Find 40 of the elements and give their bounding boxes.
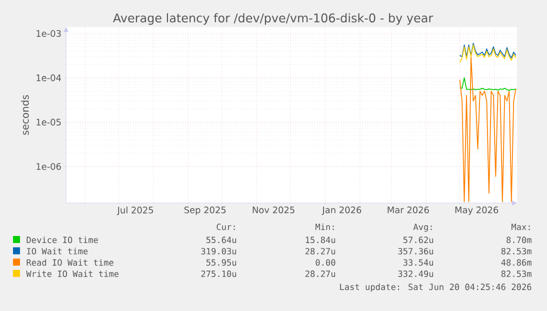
- y-tick-label: 1e-04: [36, 74, 61, 82]
- legend-label: IO Wait time: [27, 248, 88, 254]
- text: 0.00: [316, 259, 336, 266]
- legend-label: Device IO time: [26, 236, 98, 244]
- legend-label: Read IO Wait time: [26, 259, 114, 266]
- text: 55.64u: [206, 236, 236, 244]
- text: Min:: [316, 224, 334, 230]
- text: Avg:: [413, 224, 432, 232]
- x-tick-label: Sep 2025: [184, 206, 226, 216]
- legend-label: Write IO Wait time: [26, 270, 119, 278]
- text: 8.70m: [506, 236, 532, 244]
- text: Last update: Sat Jun 20 04:25:46 2026: [340, 284, 532, 292]
- text: 28.27u: [305, 270, 336, 278]
- line-series: [459, 44, 516, 64]
- x-tick-label: Jul 2025: [116, 206, 154, 216]
- x-tick-label: May 2026: [455, 206, 498, 216]
- text: 82.53m: [501, 270, 532, 278]
- text: Max:: [512, 224, 530, 230]
- text: 48.86m: [501, 259, 532, 266]
- text: 357.36u: [398, 248, 434, 254]
- y-tick-label: 1e-05: [36, 118, 61, 126]
- x-tick-label: Nov 2025: [252, 206, 294, 214]
- text: 33.54u: [403, 259, 434, 266]
- text: 28.27u: [305, 248, 336, 254]
- text: 319.03u: [201, 248, 236, 254]
- text: 55.95u: [206, 259, 236, 266]
- line-series: [459, 77, 516, 91]
- text: 275.10u: [201, 270, 236, 278]
- text: 332.49u: [398, 270, 434, 278]
- x-tick-label: Mar 2026: [388, 206, 429, 214]
- x-tick-label: Jan 2026: [322, 206, 362, 215]
- line-series: [459, 42, 516, 58]
- text: 15.84u: [306, 236, 336, 244]
- text: 82.53m: [501, 248, 532, 254]
- y-axis-title: seconds: [21, 95, 29, 135]
- chart-title: Average latency for /dev/pve/vm-106-disk-0 - by year: [113, 13, 434, 25]
- text: 57.62u: [403, 236, 434, 244]
- y-tick-label: 1e-06: [36, 163, 61, 170]
- y-tick-label: 1e-03: [36, 30, 61, 37]
- text: Cur:: [216, 224, 235, 230]
